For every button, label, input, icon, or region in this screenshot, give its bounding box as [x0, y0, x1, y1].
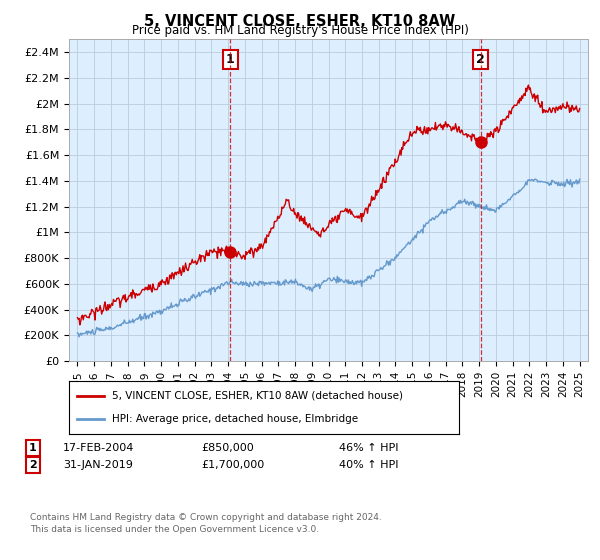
Text: 40% ↑ HPI: 40% ↑ HPI	[339, 460, 398, 470]
Text: 5, VINCENT CLOSE, ESHER, KT10 8AW (detached house): 5, VINCENT CLOSE, ESHER, KT10 8AW (detac…	[112, 391, 403, 401]
Text: 5, VINCENT CLOSE, ESHER, KT10 8AW: 5, VINCENT CLOSE, ESHER, KT10 8AW	[145, 14, 455, 29]
Text: Price paid vs. HM Land Registry's House Price Index (HPI): Price paid vs. HM Land Registry's House …	[131, 24, 469, 36]
Text: 46% ↑ HPI: 46% ↑ HPI	[339, 443, 398, 453]
Text: 1: 1	[226, 53, 235, 66]
Text: 2: 2	[476, 53, 485, 66]
Text: £1,700,000: £1,700,000	[201, 460, 264, 470]
Text: Contains HM Land Registry data © Crown copyright and database right 2024.: Contains HM Land Registry data © Crown c…	[30, 514, 382, 522]
Text: HPI: Average price, detached house, Elmbridge: HPI: Average price, detached house, Elmb…	[112, 414, 358, 424]
Text: 1: 1	[29, 443, 37, 453]
Text: £850,000: £850,000	[201, 443, 254, 453]
Text: 2: 2	[29, 460, 37, 470]
Text: 31-JAN-2019: 31-JAN-2019	[63, 460, 133, 470]
Text: This data is licensed under the Open Government Licence v3.0.: This data is licensed under the Open Gov…	[30, 525, 319, 534]
Text: 17-FEB-2004: 17-FEB-2004	[63, 443, 134, 453]
